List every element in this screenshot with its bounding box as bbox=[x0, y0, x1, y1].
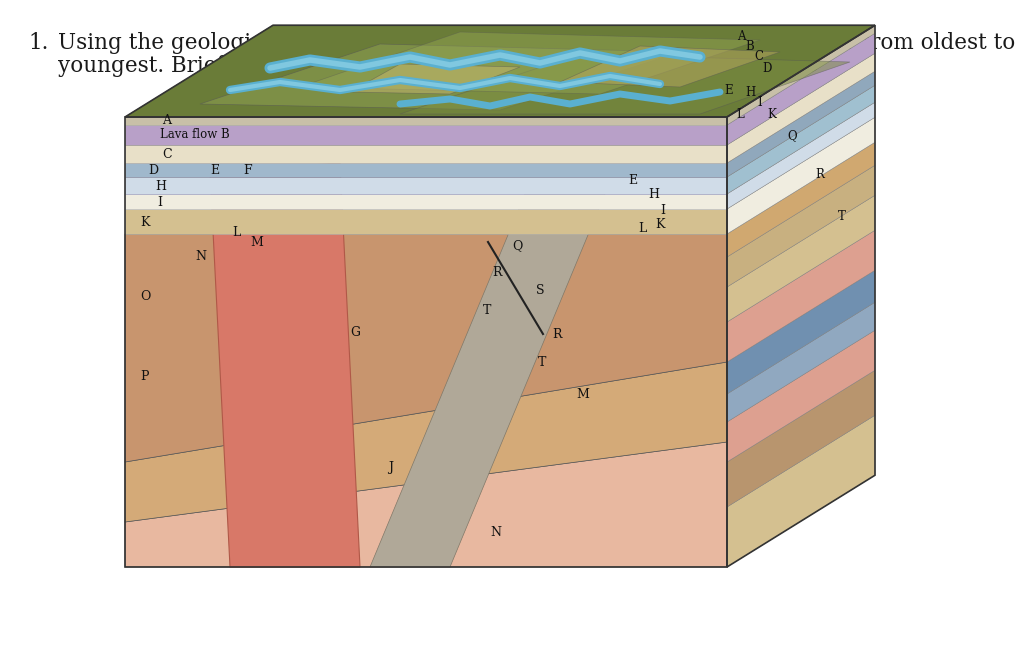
Polygon shape bbox=[125, 234, 727, 462]
Text: P: P bbox=[140, 371, 148, 383]
Text: I: I bbox=[660, 203, 665, 216]
Text: Lava flow B: Lava flow B bbox=[160, 128, 229, 142]
Polygon shape bbox=[727, 33, 874, 145]
Text: A: A bbox=[737, 30, 745, 42]
Text: S: S bbox=[536, 283, 545, 297]
Polygon shape bbox=[727, 270, 874, 394]
Text: H: H bbox=[648, 189, 659, 201]
Polygon shape bbox=[200, 44, 680, 110]
Text: L: L bbox=[736, 107, 743, 120]
Polygon shape bbox=[560, 46, 780, 87]
Polygon shape bbox=[210, 163, 360, 567]
Polygon shape bbox=[727, 53, 874, 163]
Text: T: T bbox=[483, 303, 492, 316]
Polygon shape bbox=[125, 145, 727, 163]
Text: R: R bbox=[552, 328, 561, 340]
Text: R: R bbox=[492, 265, 502, 279]
Polygon shape bbox=[300, 32, 760, 94]
Text: E: E bbox=[724, 83, 732, 97]
Text: N: N bbox=[195, 250, 206, 263]
Text: C: C bbox=[754, 50, 763, 64]
Text: T: T bbox=[838, 211, 846, 224]
Polygon shape bbox=[125, 125, 727, 145]
Text: H: H bbox=[745, 85, 756, 99]
Polygon shape bbox=[370, 182, 610, 567]
Text: Q: Q bbox=[512, 240, 522, 252]
Polygon shape bbox=[125, 209, 727, 234]
Polygon shape bbox=[727, 230, 874, 362]
Polygon shape bbox=[727, 71, 874, 177]
Polygon shape bbox=[727, 166, 874, 287]
Text: I: I bbox=[757, 95, 762, 109]
Text: K: K bbox=[767, 107, 776, 120]
Text: A: A bbox=[162, 115, 171, 128]
Polygon shape bbox=[727, 415, 874, 567]
Text: D: D bbox=[148, 164, 158, 177]
Polygon shape bbox=[727, 303, 874, 422]
Polygon shape bbox=[400, 54, 850, 114]
Text: I: I bbox=[157, 195, 162, 209]
Polygon shape bbox=[727, 117, 874, 234]
Text: O: O bbox=[140, 291, 151, 303]
Polygon shape bbox=[125, 117, 727, 125]
Text: B: B bbox=[745, 40, 754, 52]
Text: L: L bbox=[638, 222, 646, 236]
Text: Q: Q bbox=[787, 130, 797, 142]
Polygon shape bbox=[125, 194, 727, 209]
Polygon shape bbox=[727, 85, 874, 194]
Text: K: K bbox=[140, 216, 150, 228]
Text: N: N bbox=[490, 526, 501, 538]
Text: Using the geologic cross section in Figure 1, put the rock layers in order from : Using the geologic cross section in Figu… bbox=[58, 32, 1015, 54]
Text: C: C bbox=[162, 148, 172, 160]
Text: G: G bbox=[350, 326, 360, 338]
Polygon shape bbox=[727, 142, 874, 257]
Polygon shape bbox=[125, 177, 727, 194]
Text: youngest. Briefly explain how the order of these layers is constructed.: youngest. Briefly explain how the order … bbox=[58, 55, 826, 77]
Polygon shape bbox=[125, 163, 727, 177]
Text: K: K bbox=[655, 218, 665, 232]
Polygon shape bbox=[727, 102, 874, 209]
Polygon shape bbox=[125, 25, 874, 117]
Text: T: T bbox=[538, 355, 547, 369]
Polygon shape bbox=[350, 64, 520, 94]
Polygon shape bbox=[727, 195, 874, 322]
Text: E: E bbox=[210, 164, 219, 177]
Polygon shape bbox=[727, 25, 874, 125]
Text: H: H bbox=[155, 179, 166, 193]
Text: M: M bbox=[250, 236, 263, 248]
Text: L: L bbox=[232, 226, 241, 238]
Text: D: D bbox=[762, 62, 771, 75]
Text: R: R bbox=[815, 167, 824, 181]
Text: 1.: 1. bbox=[28, 32, 48, 54]
Polygon shape bbox=[125, 442, 727, 567]
Text: M: M bbox=[575, 387, 589, 401]
Text: E: E bbox=[628, 173, 637, 187]
Polygon shape bbox=[125, 362, 727, 522]
Text: J: J bbox=[388, 461, 393, 473]
Text: F: F bbox=[243, 164, 252, 177]
Polygon shape bbox=[727, 370, 874, 507]
Polygon shape bbox=[727, 330, 874, 462]
